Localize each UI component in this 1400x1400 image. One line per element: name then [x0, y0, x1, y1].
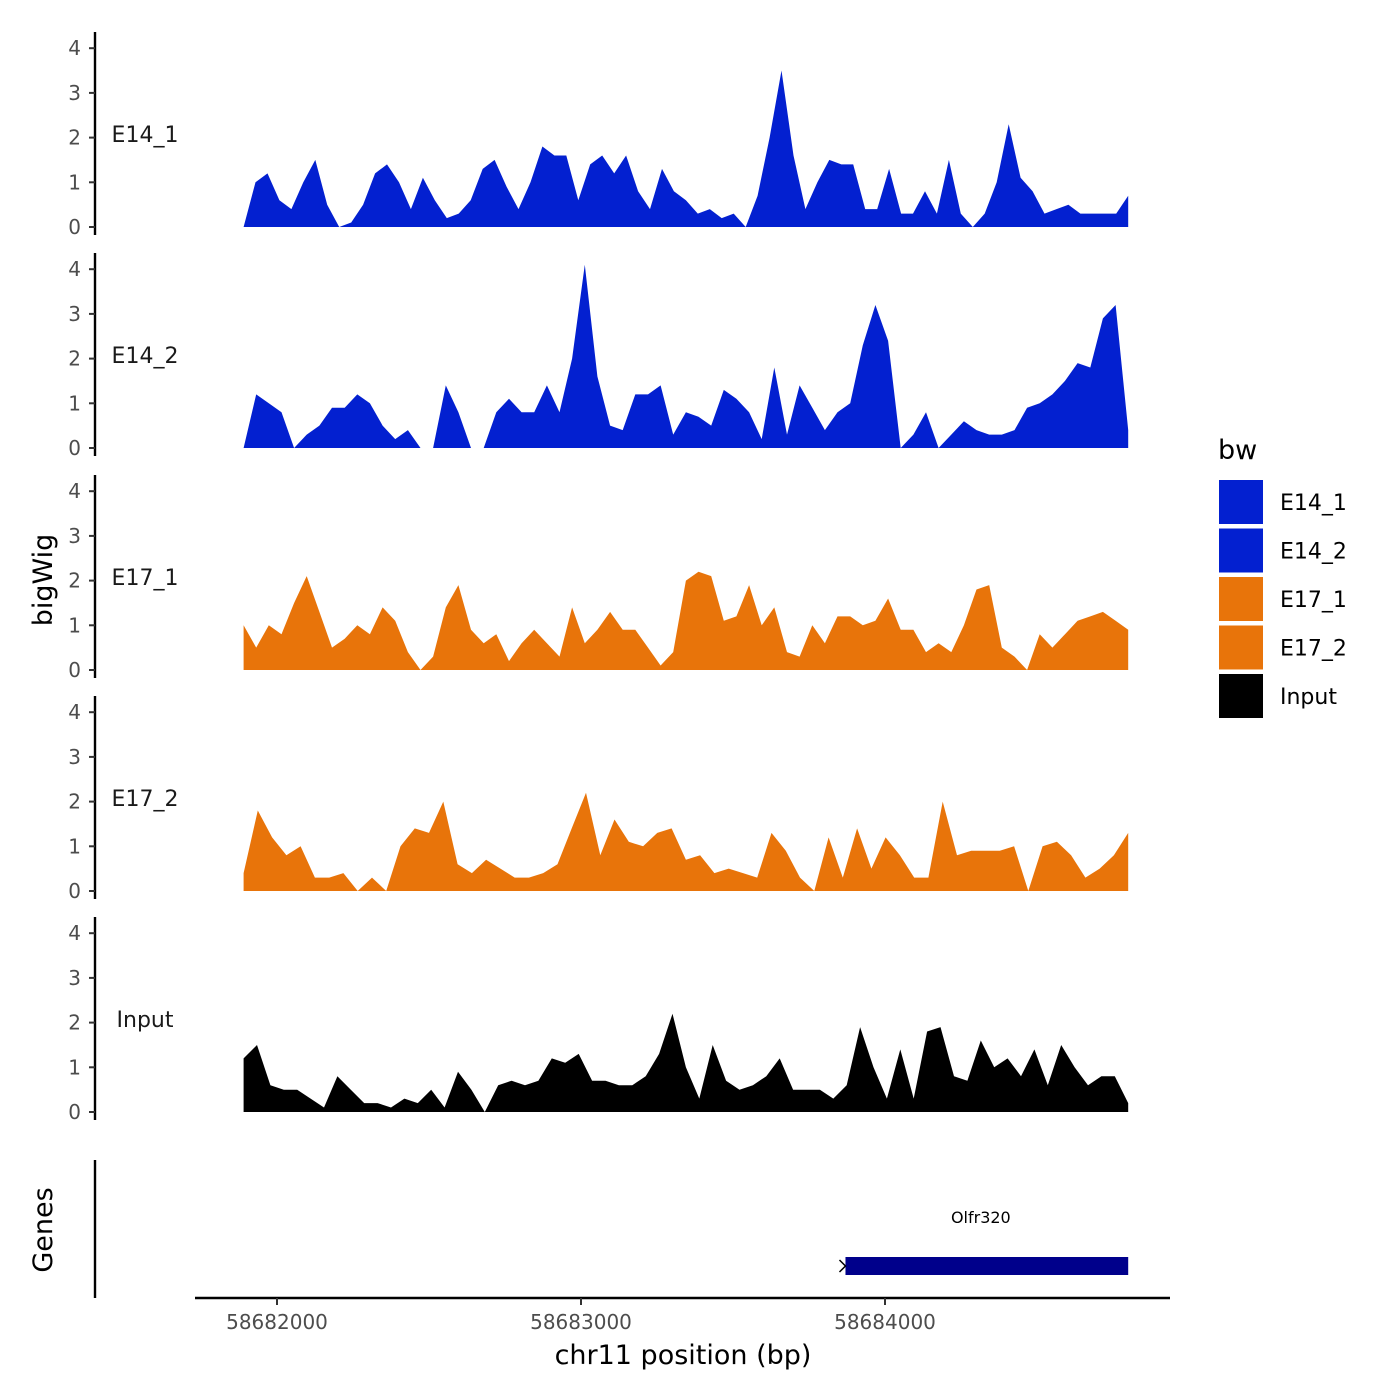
y-tick-label: 3: [68, 966, 81, 990]
track-label: E14_2: [112, 344, 179, 369]
y-tick-label: 0: [68, 879, 81, 903]
y-tick-label: 1: [68, 391, 81, 415]
legend-title: bw: [1218, 435, 1257, 466]
legend-item-e17-1: E17_1: [1219, 577, 1347, 621]
coverage-area: [243, 264, 1129, 448]
track-e17-2: 0 1 2 3 4 E17_2: [68, 696, 1129, 903]
y-tick-label: 1: [68, 613, 81, 637]
y-tick-label: 4: [68, 700, 81, 724]
y-tick-label: 2: [68, 1011, 81, 1035]
y-tick-label: 1: [68, 834, 81, 858]
x-tick-label: 58684000: [834, 1310, 936, 1334]
legend-swatch: [1219, 480, 1263, 524]
legend-label: Input: [1280, 685, 1337, 710]
legend-item-input: Input: [1219, 674, 1337, 718]
y-tick-label: 4: [68, 36, 81, 60]
x-axis: 58682000 58683000 58684000: [195, 1296, 1170, 1334]
track-e14-2: 0 1 2 3 4 E14_2: [68, 253, 1129, 460]
track-input: 0 1 2 3 4 Input: [68, 917, 1129, 1124]
y-tick-label: 0: [68, 1100, 81, 1124]
y-tick-label: 3: [68, 745, 81, 769]
y-axis-title: bigWig: [28, 534, 59, 627]
track-label: E17_1: [112, 566, 179, 591]
track-label: E14_1: [112, 123, 179, 148]
gene-label: Olfr320: [951, 1208, 1011, 1227]
y-tick-label: 4: [68, 921, 81, 945]
legend-swatch: [1219, 625, 1263, 670]
legend-swatch: [1219, 577, 1263, 621]
gene-body-olfr320: [845, 1257, 1129, 1275]
x-tick-label: 58683000: [530, 1310, 632, 1334]
legend-label: E14_1: [1280, 491, 1347, 516]
y-tick-label: 2: [68, 569, 81, 593]
coverage-area: [243, 70, 1129, 227]
legend-swatch: [1219, 674, 1263, 718]
genes-panel: Olfr320: [93, 1160, 1129, 1298]
legend-item-e14-1: E14_1: [1219, 480, 1347, 524]
legend-label: E14_2: [1280, 540, 1347, 565]
track-label: Input: [117, 1008, 174, 1033]
coverage-area: [243, 571, 1129, 670]
y-tick-label: 3: [68, 524, 81, 548]
y-tick-label: 2: [68, 347, 81, 371]
x-axis-title: chr11 position (bp): [555, 1340, 812, 1371]
y-tick-label: 4: [68, 257, 81, 281]
y-tick-label: 4: [68, 479, 81, 503]
y-tick-label: 0: [68, 215, 81, 239]
track-panels: 0 1 2 3 4 E14_1 0 1 2 3 4 E14_2 0 1 2 3 4 E17_1 0 1 2 3 4 E17_2…: [68, 32, 1129, 1124]
coverage-area: [243, 792, 1129, 891]
genes-axis-title: Genes: [28, 1187, 59, 1272]
legend-item-e17-2: E17_2: [1219, 625, 1347, 670]
legend-label: E17_1: [1280, 588, 1347, 613]
legend-item-e14-2: E14_2: [1219, 528, 1347, 573]
y-tick-label: 0: [68, 658, 81, 682]
x-tick-label: 58682000: [226, 1310, 328, 1334]
gene-strand-marker: [838, 1259, 847, 1273]
legend: bw E14_1 E14_2 E17_1 E17_2 Input: [1218, 435, 1347, 718]
track-label: E17_2: [112, 787, 179, 812]
y-tick-label: 2: [68, 790, 81, 814]
y-tick-label: 2: [68, 126, 81, 150]
y-tick-label: 0: [68, 436, 81, 460]
y-tick-label: 3: [68, 81, 81, 105]
y-tick-label: 3: [68, 302, 81, 326]
legend-label: E17_2: [1280, 637, 1347, 662]
y-tick-label: 1: [68, 1055, 81, 1079]
coverage-area: [243, 1013, 1129, 1112]
track-e14-1: 0 1 2 3 4 E14_1: [68, 32, 1129, 239]
legend-swatch: [1219, 528, 1263, 573]
track-e17-1: 0 1 2 3 4 E17_1: [68, 475, 1129, 682]
y-tick-label: 1: [68, 170, 81, 194]
